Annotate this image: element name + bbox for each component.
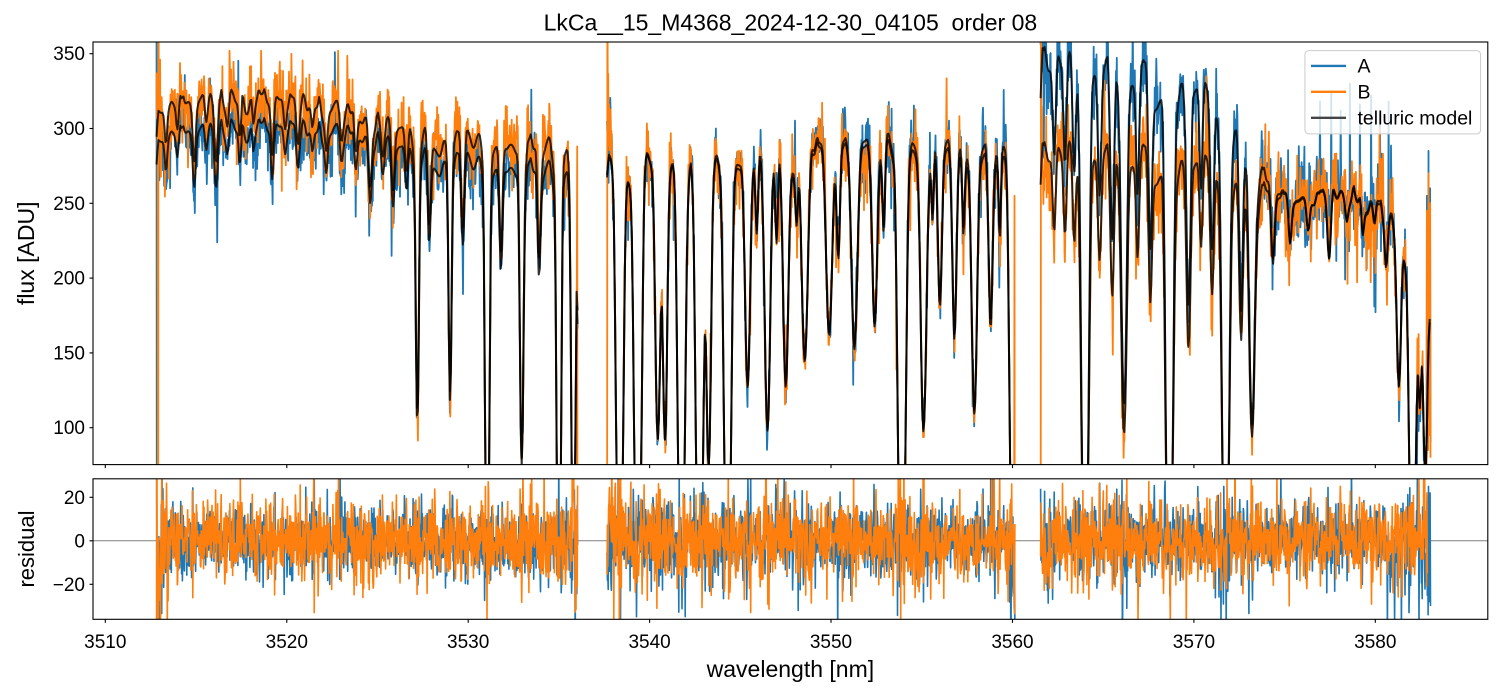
svg-text:150: 150 [53, 343, 85, 364]
svg-text:3550: 3550 [810, 632, 852, 653]
svg-text:residual: residual [14, 510, 39, 587]
svg-text:3530: 3530 [447, 632, 489, 653]
svg-text:−20: −20 [53, 575, 85, 596]
svg-text:0: 0 [74, 531, 85, 552]
svg-text:wavelength [nm]: wavelength [nm] [706, 656, 874, 682]
svg-text:3580: 3580 [1354, 632, 1396, 653]
svg-text:20: 20 [64, 488, 85, 509]
svg-text:3560: 3560 [991, 632, 1033, 653]
svg-text:telluric model: telluric model [1358, 107, 1473, 129]
svg-text:3570: 3570 [1173, 632, 1215, 653]
svg-text:250: 250 [53, 194, 85, 215]
svg-text:3520: 3520 [266, 632, 308, 653]
svg-text:B: B [1358, 81, 1371, 103]
svg-text:flux [ADU]: flux [ADU] [13, 202, 39, 306]
svg-text:300: 300 [53, 119, 85, 140]
svg-text:A: A [1358, 55, 1371, 77]
svg-text:200: 200 [53, 269, 85, 290]
svg-text:100: 100 [53, 418, 85, 439]
svg-text:3510: 3510 [84, 632, 126, 653]
svg-text:LkCa__15_M4368_2024-12-30_0410: LkCa__15_M4368_2024-12-30_04105 order 08 [544, 10, 1038, 36]
svg-text:3540: 3540 [628, 632, 670, 653]
svg-text:350: 350 [53, 44, 85, 65]
